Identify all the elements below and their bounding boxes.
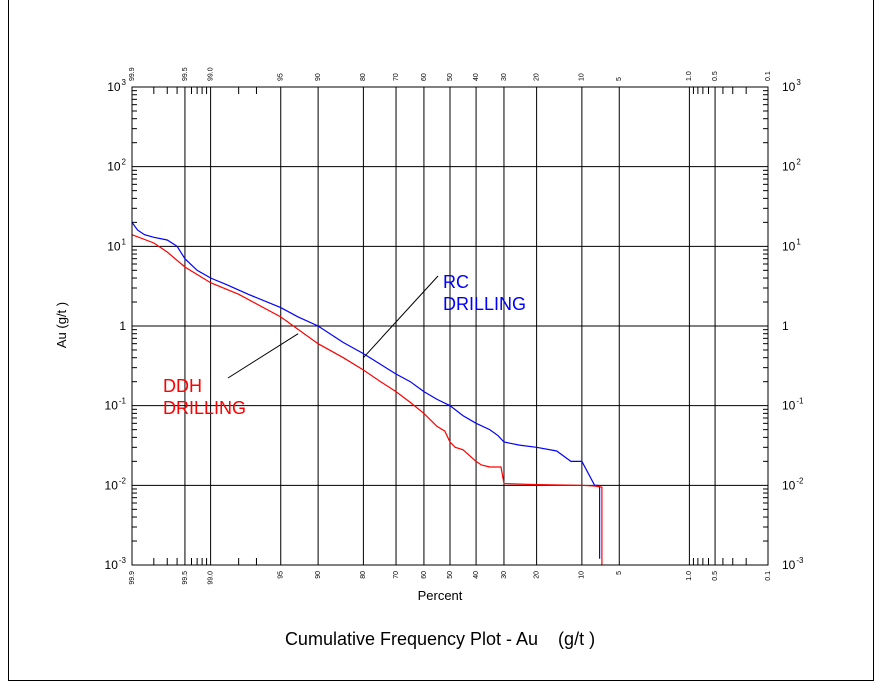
y-tick-label-right: 102 xyxy=(782,158,801,174)
y-tick-label-left: 101 xyxy=(107,237,126,253)
y-axis-title: Au (g/t ) xyxy=(54,302,69,348)
y-tick-label-left: 1 xyxy=(119,319,126,333)
x-tick-label-bottom: 80 xyxy=(360,571,367,579)
x-tick-label-top: 60 xyxy=(421,73,428,81)
x-tick-label-bottom: 99.9 xyxy=(129,571,136,585)
x-tick-label-bottom: 40 xyxy=(473,571,480,579)
x-tick-label-top: 70 xyxy=(393,73,400,81)
annotation-label: RC xyxy=(443,272,469,292)
x-tick-label-bottom: 0.1 xyxy=(765,571,772,581)
x-tick-label-top: 5 xyxy=(616,77,623,81)
y-tick-label-right: 101 xyxy=(782,237,801,253)
annotation-label: DRILLING xyxy=(443,294,526,314)
chart-frame xyxy=(8,0,874,681)
x-tick-label-bottom: 60 xyxy=(421,571,428,579)
x-tick-label-top: 99.5 xyxy=(182,67,189,81)
x-tick-label-bottom: 99.0 xyxy=(207,571,214,585)
series-line-rc-drilling xyxy=(131,222,601,559)
x-tick-label-bottom: 30 xyxy=(501,571,508,579)
x-tick-label-bottom: 70 xyxy=(393,571,400,579)
x-axis-title: Percent xyxy=(418,588,463,603)
y-tick-label-left: 103 xyxy=(107,78,126,94)
y-tick-label-right: 10-2 xyxy=(782,476,804,492)
x-tick-label-bottom: 20 xyxy=(533,571,540,579)
x-tick-label-bottom: 95 xyxy=(278,571,285,579)
x-tick-label-bottom: 99.5 xyxy=(182,571,189,585)
annotation-leader-line xyxy=(363,275,439,359)
y-tick-label-right: 10-3 xyxy=(782,556,804,572)
x-tick-label-top: 20 xyxy=(533,73,540,81)
y-tick-label-left: 10-2 xyxy=(105,476,127,492)
annotation-label: DRILLING xyxy=(163,398,246,418)
y-tick-label-right: 10-1 xyxy=(782,397,804,413)
x-tick-label-top: 90 xyxy=(315,73,322,81)
y-tick-label-left: 10-3 xyxy=(105,556,127,572)
x-tick-label-bottom: 5 xyxy=(616,571,623,575)
chart-title: Cumulative Frequency Plot - Au (g/t ) xyxy=(285,629,595,649)
x-tick-label-top: 80 xyxy=(360,73,367,81)
x-tick-label-bottom: 90 xyxy=(315,571,322,579)
x-tick-label-bottom: 50 xyxy=(447,571,454,579)
y-tick-label-right: 1 xyxy=(782,319,789,333)
x-tick-label-top: 0.1 xyxy=(765,71,772,81)
y-tick-label-left: 102 xyxy=(107,158,126,174)
x-tick-label-top: 95 xyxy=(278,73,285,81)
x-tick-label-top: 99.9 xyxy=(129,67,136,81)
annotation-label: DDH xyxy=(163,376,202,396)
plot-border xyxy=(131,86,769,566)
x-tick-label-top: 99.0 xyxy=(207,67,214,81)
x-tick-label-top: 10 xyxy=(579,73,586,81)
grid-layer xyxy=(131,86,769,566)
x-tick-label-bottom: 1.0 xyxy=(686,571,693,581)
x-tick-label-top: 30 xyxy=(501,73,508,81)
x-tick-label-top: 1.0 xyxy=(686,71,693,81)
x-tick-label-top: 40 xyxy=(473,73,480,81)
x-tick-label-bottom: 10 xyxy=(579,571,586,579)
annotation-leader-line xyxy=(227,333,299,379)
series-line-ddh-drilling xyxy=(131,234,603,565)
y-tick-label-left: 10-1 xyxy=(105,397,127,413)
tick-layer xyxy=(132,87,768,565)
x-tick-label-top: 0.5 xyxy=(712,71,719,81)
y-tick-label-right: 103 xyxy=(782,78,801,94)
x-tick-label-bottom: 0.5 xyxy=(712,571,719,581)
series-layer xyxy=(131,222,603,565)
label-layer: 99.9 99.9 99.5 99.5 99.0 99.0 95 95 90 90 80 80 70 70… xyxy=(105,67,805,584)
x-tick-label-top: 50 xyxy=(447,73,454,81)
